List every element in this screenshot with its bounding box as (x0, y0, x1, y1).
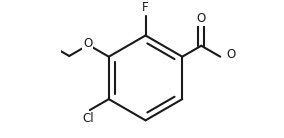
Text: O: O (83, 37, 92, 50)
Text: O: O (227, 48, 236, 61)
Text: O: O (197, 12, 206, 25)
Text: F: F (142, 1, 149, 14)
Text: Cl: Cl (83, 112, 94, 125)
